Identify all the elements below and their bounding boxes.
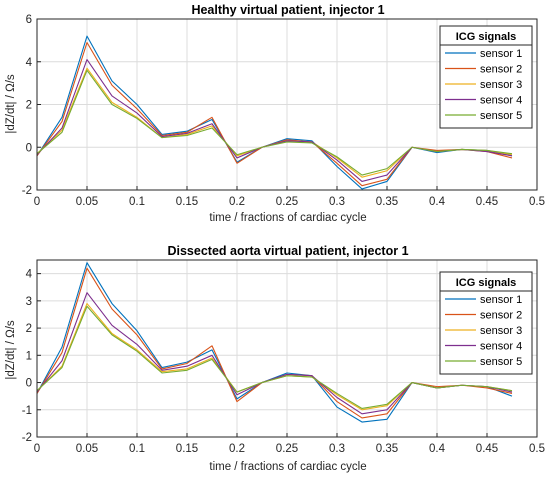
chart-2-xtick-label-5: 0.25 (276, 443, 298, 455)
chart-1-legend-box (439, 25, 533, 129)
chart-2-legend-title: ICG signals (456, 277, 517, 289)
chart-1-xtick-label-6: 0.3 (329, 196, 345, 208)
chart-2-xtick-label-9: 0.45 (476, 443, 498, 455)
chart-1-ytick-label-0: -2 (22, 185, 32, 197)
chart-2-series-line-5 (36, 305, 513, 409)
chart-2-ytick-label-3: 1 (26, 350, 32, 362)
chart-2-legend: ICG signals sensor 1 sensor 2 sensor 3 senso… (439, 271, 533, 375)
chart-1-xtick-label-1: 0.05 (76, 196, 98, 208)
chart-1-legend-entry-5: sensor 5 (480, 110, 522, 122)
chart-2-xtick-label-4: 0.2 (229, 443, 245, 455)
chart-2-ytick-label-6: 4 (26, 269, 33, 281)
chart-2-legend-entry-2: sensor 2 (480, 310, 522, 322)
chart-2-xtick-label-2: 0.1 (129, 443, 145, 455)
chart-2-axes-box (36, 259, 538, 438)
chart-2-title: Dissected aorta virtual patient, injecto… (167, 244, 408, 258)
chart-1-xtick-label-4: 0.2 (229, 196, 245, 208)
chart-2-xtick-label-8: 0.4 (429, 443, 446, 455)
chart-1-ytick-label-2: 2 (26, 100, 32, 112)
chart-1-ytick-label-3: 4 (26, 57, 33, 69)
chart-2-xtick-label-1: 0.05 (76, 443, 98, 455)
chart-1-xtick-label-3: 0.15 (176, 196, 198, 208)
chart-2-legend-entry-3: sensor 3 (480, 325, 522, 337)
chart-1-legend-entry-3: sensor 3 (480, 79, 522, 91)
chart-1-xtick-label-10: 0.5 (529, 196, 545, 208)
chart-2-xtick-label-3: 0.15 (176, 443, 198, 455)
chart-1-xtick-label-5: 0.25 (276, 196, 298, 208)
chart-1-xtick-label-8: 0.4 (429, 196, 446, 208)
chart-2-xtick-label-10: 0.5 (529, 443, 545, 455)
chart-1-ytick-label-1: 0 (26, 142, 32, 154)
chart-2-xtick-label-6: 0.3 (329, 443, 345, 455)
chart-1-ylabel: |dZ/dt| / Ω/s (5, 74, 17, 134)
chart-1-legend-entry-4: sensor 4 (480, 95, 522, 107)
chart-2-legend-entry-4: sensor 4 (480, 341, 522, 353)
chart-2-legend-entry-5: sensor 5 (480, 356, 522, 368)
chart-1-series-line-5 (36, 69, 513, 176)
chart-1-xtick-label-9: 0.45 (476, 196, 498, 208)
chart-2-xlabel: time / fractions of cardiac cycle (209, 461, 366, 473)
chart-2-xtick-label-0: 0 (34, 443, 40, 455)
chart-2-legend-entry-1: sensor 1 (480, 294, 522, 306)
chart-1-legend-entry-1: sensor 1 (480, 48, 522, 60)
chart-1-legend: ICG signals sensor 1 sensor 2 sensor 3 senso… (439, 25, 533, 129)
chart-2-ytick-label-5: 3 (26, 296, 32, 308)
chart-2-ytick-label-4: 2 (26, 323, 32, 335)
chart-1-ytick-label-4: 6 (26, 14, 32, 26)
chart-1-xlabel: time / fractions of cardiac cycle (209, 212, 366, 224)
chart-2-ytick-label-2: 0 (26, 378, 32, 390)
chart-2-legend-box (439, 271, 533, 375)
chart-1-legend-entry-2: sensor 2 (480, 64, 522, 76)
chart-1-xtick-label-0: 0 (34, 196, 40, 208)
chart-1-plot: 0 0.05 0.1 0.15 0.2 0.25 0.3 0.35 0.4 0.45 0.5-202… (22, 14, 545, 208)
chart-1-xtick-label-7: 0.35 (376, 196, 398, 208)
chart-2-xtick-label-7: 0.35 (376, 443, 398, 455)
plots-layer: 0 0.05 0.1 0.15 0.2 0.25 0.3 0.35 0.4 0.45 0.5-202… (22, 14, 545, 455)
chart-2-plot: 0 0.05 0.1 0.15 0.2 0.25 0.3 0.35 0.4 0.45 0.5 -2 -1… (22, 259, 545, 455)
chart-2-ylabel: |dZ/dt| / Ω/s (5, 320, 17, 380)
chart-1-title: Healthy virtual patient, injector 1 (191, 3, 384, 17)
chart-1-xtick-label-2: 0.1 (129, 196, 145, 208)
chart-2-ytick-label-0: -2 (22, 432, 32, 444)
chart-1-legend-title: ICG signals (456, 31, 517, 43)
chart-1-axes-box (36, 18, 538, 191)
chart-2-ytick-label-1: -1 (22, 405, 32, 417)
